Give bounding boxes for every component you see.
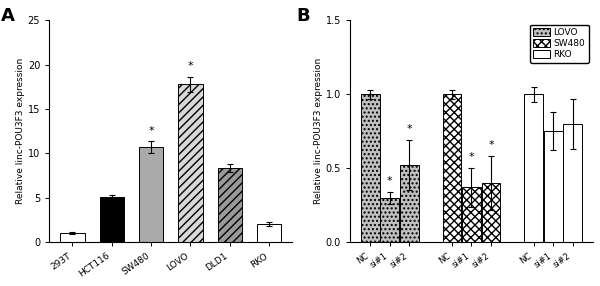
Y-axis label: Relative linc-POU3F3 expression: Relative linc-POU3F3 expression [16,58,25,204]
Bar [139,147,163,242]
Bar [100,197,124,242]
Bar [482,183,500,242]
Bar [524,94,543,242]
Bar [400,165,419,242]
Text: *: * [188,61,193,71]
Text: *: * [488,140,494,150]
Bar [178,84,203,242]
Bar [563,124,582,242]
Bar [380,198,399,242]
Text: B: B [296,7,310,25]
Text: A: A [1,7,14,25]
Text: *: * [148,126,154,136]
Bar [361,94,380,242]
Y-axis label: Relative linc-POU3F3 expression: Relative linc-POU3F3 expression [314,58,323,204]
Text: *: * [387,176,392,186]
Text: *: * [406,124,412,134]
Bar [257,224,281,242]
Bar [462,187,481,242]
Bar [443,94,461,242]
Bar [60,233,85,242]
Legend: LOVO, SW480, RKO: LOVO, SW480, RKO [530,25,589,63]
Bar [544,131,563,242]
Bar [218,168,242,242]
Text: *: * [469,152,475,162]
